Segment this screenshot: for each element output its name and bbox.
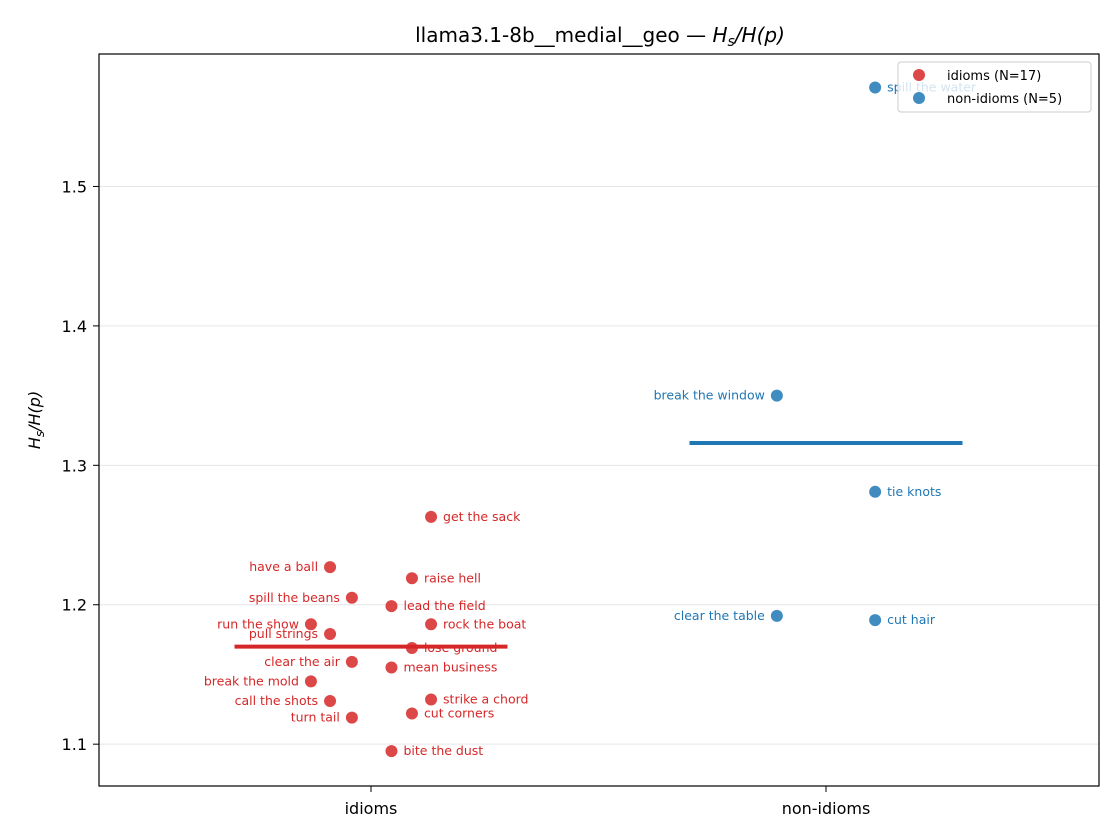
chart-title-math-h: H [712, 23, 727, 47]
point-label: break the window [654, 388, 765, 403]
data-point [324, 628, 337, 641]
point-label: cut corners [424, 705, 494, 720]
data-point [770, 389, 783, 402]
points-layer [304, 81, 882, 758]
legend: idioms (N=17) non-idioms (N=5) [897, 61, 1092, 113]
y-tick-label: 1.3 [62, 456, 87, 475]
chart-title-math-rest: /H(p) [733, 23, 785, 47]
chart-title-math-sub: s [728, 34, 735, 50]
data-point [405, 641, 418, 654]
point-label: spill the beans [249, 590, 340, 605]
data-point [405, 707, 418, 720]
x-tick-label: idioms [345, 799, 398, 818]
data-point [869, 485, 882, 498]
y-axis-label-sub: s [33, 431, 47, 437]
point-label: cut hair [887, 612, 936, 627]
data-point [425, 618, 438, 631]
labels-layer: get the sack have a ball raise hell spill t… [204, 79, 977, 758]
axes-layer: 1.1 1.2 1.3 1.4 1.5 idioms non-idioms [62, 53, 1100, 818]
y-tick-label: 1.5 [62, 177, 87, 196]
data-point [385, 600, 398, 613]
legend-marker-idioms [913, 69, 925, 81]
data-point [385, 661, 398, 674]
chart-title: llama3.1-8b__medial__geo — Hs/H(p) [415, 23, 785, 50]
legend-box [897, 61, 1092, 113]
point-label: clear the table [674, 608, 765, 623]
data-point [324, 561, 337, 574]
point-label: run the show [217, 616, 299, 631]
x-tick-label: non-idioms [782, 799, 871, 818]
point-label: strike a chord [443, 692, 528, 707]
y-tick-label: 1.4 [62, 317, 87, 336]
data-point [385, 745, 398, 758]
point-label: bite the dust [403, 743, 483, 758]
data-point [304, 675, 317, 688]
y-axis-label-rest: /H(p) [25, 391, 44, 433]
point-label: pull strings [249, 626, 318, 641]
data-point [304, 618, 317, 631]
y-axis-label-h: H [25, 437, 44, 449]
data-point [869, 81, 882, 94]
plot-frame [98, 53, 1100, 787]
point-label: lead the field [403, 598, 485, 613]
data-point [425, 510, 438, 523]
point-label: turn tail [291, 710, 340, 725]
legend-label-non-idioms: non-idioms (N=5) [947, 92, 1062, 107]
data-point [324, 694, 337, 707]
grid-layer [99, 185, 1099, 745]
point-label: have a ball [249, 559, 318, 574]
data-point [345, 655, 358, 668]
legend-label-idioms: idioms (N=17) [947, 69, 1041, 84]
y-tick-label: 1.2 [62, 596, 87, 615]
y-tick-label: 1.1 [62, 735, 87, 754]
data-point [869, 614, 882, 627]
point-label: raise hell [424, 570, 481, 585]
y-axis-label: Hs/H(p) [25, 391, 47, 449]
point-label: rock the boat [443, 616, 526, 631]
point-label: lose ground [424, 640, 498, 655]
data-point [405, 572, 418, 585]
data-point [770, 609, 783, 622]
legend-marker-non-idioms [913, 92, 925, 104]
point-label: call the shots [235, 693, 318, 708]
point-label: clear the air [264, 654, 340, 669]
point-label: tie knots [887, 484, 941, 499]
point-label: mean business [403, 659, 497, 674]
mean-layer [234, 441, 963, 649]
chart-title-main: llama3.1-8b__medial__geo — [415, 23, 712, 47]
point-label: get the sack [443, 509, 521, 524]
data-point [345, 591, 358, 604]
data-point [345, 711, 358, 724]
data-point [425, 693, 438, 706]
point-label: break the mold [204, 673, 299, 688]
